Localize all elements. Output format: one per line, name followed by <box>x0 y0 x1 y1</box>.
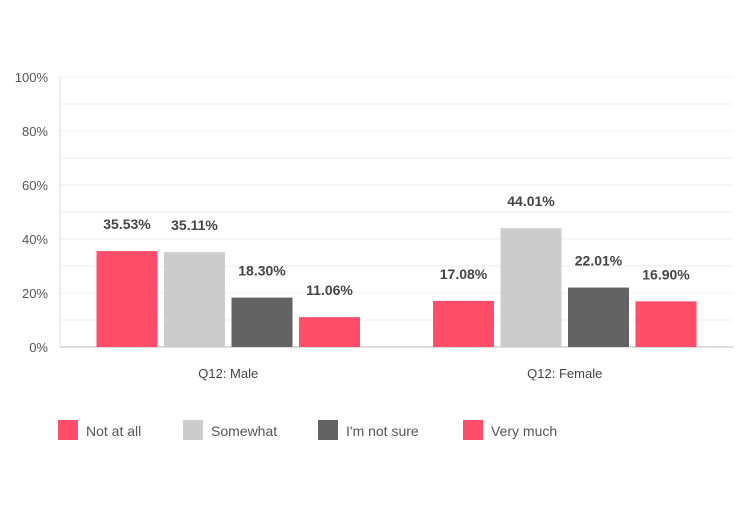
bar <box>500 228 562 347</box>
legend: Not at all Somewhat I'm not sure Very much <box>58 420 557 440</box>
legend-item: Very much <box>463 420 557 440</box>
y-axis-ticks: 0% 20% 40% 60% 80% 100% <box>15 70 49 355</box>
data-labels: 35.53% 35.11% 18.30% 11.06% 17.08% 44.01% 22.0… <box>103 193 690 298</box>
legend-swatch <box>318 420 338 440</box>
legend-label: Not at all <box>86 423 141 439</box>
bar <box>96 251 158 347</box>
y-tick-label: 80% <box>22 124 48 139</box>
data-label: 35.11% <box>171 217 218 233</box>
bar <box>231 297 293 347</box>
data-label: 22.01% <box>575 253 623 269</box>
data-label: 11.06% <box>306 282 353 298</box>
legend-swatch <box>183 420 203 440</box>
y-tick-label: 100% <box>15 70 49 85</box>
category-label: Q12: Female <box>527 366 602 381</box>
legend-item: Somewhat <box>183 420 277 440</box>
grid-lines <box>60 76 733 321</box>
bar <box>299 317 360 347</box>
category-label: Q12: Male <box>198 366 258 381</box>
legend-label: I'm not sure <box>346 423 419 439</box>
bar <box>635 301 697 347</box>
y-tick-label: 60% <box>22 178 48 193</box>
legend-swatch <box>463 420 483 440</box>
legend-label: Very much <box>491 423 557 439</box>
data-label: 16.90% <box>642 266 690 282</box>
data-label: 35.53% <box>103 216 151 232</box>
data-label: 17.08% <box>440 266 488 282</box>
data-label: 18.30% <box>238 263 286 279</box>
y-tick-label: 0% <box>29 340 48 355</box>
legend-swatch <box>58 420 78 440</box>
data-label: 44.01% <box>507 193 555 209</box>
bar <box>164 252 225 347</box>
legend-item: Not at all <box>58 420 141 440</box>
bar <box>568 287 629 347</box>
legend-label: Somewhat <box>211 423 277 439</box>
bar <box>433 300 494 347</box>
y-tick-label: 20% <box>22 286 48 301</box>
y-tick-label: 40% <box>22 232 48 247</box>
bars <box>96 228 697 347</box>
legend-item: I'm not sure <box>318 420 419 440</box>
category-labels: Q12: Male Q12: Female <box>198 366 602 381</box>
